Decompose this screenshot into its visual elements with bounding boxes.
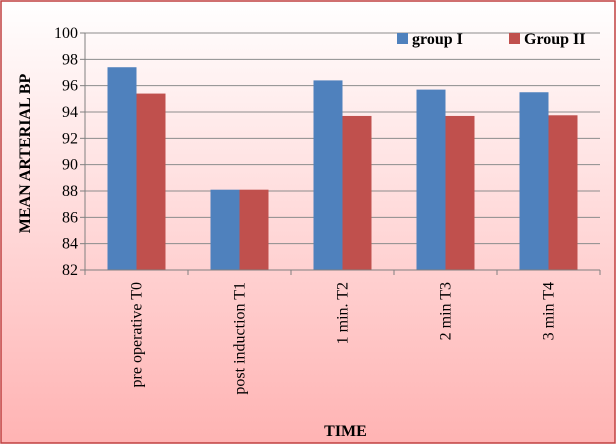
y-tick-label: 86 xyxy=(62,209,78,226)
bar-group-i xyxy=(313,80,343,271)
y-tick-label: 84 xyxy=(62,236,78,253)
legend-label: Group II xyxy=(524,31,586,48)
y-tick-label: 96 xyxy=(62,78,78,95)
y-tick-label: 82 xyxy=(62,262,78,279)
bar-group-ii xyxy=(136,93,166,270)
legend-swatch xyxy=(509,33,520,44)
bar-group-ii xyxy=(342,115,372,270)
legend-swatch xyxy=(397,33,408,44)
labels: 82 84 86 88 90 92 94 96 98 100 pre operative T0 pos… xyxy=(54,25,558,395)
bar-group-i xyxy=(416,89,446,270)
legend: group I Group II xyxy=(397,31,586,48)
y-tick-label: 92 xyxy=(62,130,78,147)
x-category-label: post induction T1 xyxy=(232,282,249,395)
x-category-label: 3 min T4 xyxy=(541,282,558,340)
y-tick-label: 90 xyxy=(62,157,78,174)
bar-group-i xyxy=(519,92,549,270)
bar-group-i xyxy=(107,67,137,270)
y-tick-label: 94 xyxy=(62,104,78,121)
bar-group-i xyxy=(210,189,240,270)
bar-group-ii xyxy=(445,115,475,270)
axes xyxy=(80,32,601,275)
y-tick-label: 88 xyxy=(62,183,78,200)
y-axis-title: MEAN ARTERIAL BP xyxy=(17,74,34,234)
y-tick-label: 100 xyxy=(54,25,78,42)
x-category-label: 1 min. T2 xyxy=(335,282,352,344)
x-category-label: pre operative T0 xyxy=(129,282,146,387)
bar-group-ii xyxy=(548,115,578,271)
x-axis-title: TIME xyxy=(324,423,367,440)
bar-group-ii xyxy=(239,189,269,270)
y-tick-label: 98 xyxy=(62,51,78,68)
legend-label: group I xyxy=(412,31,463,48)
bars xyxy=(107,67,578,271)
x-category-label: 2 min T3 xyxy=(438,282,455,340)
